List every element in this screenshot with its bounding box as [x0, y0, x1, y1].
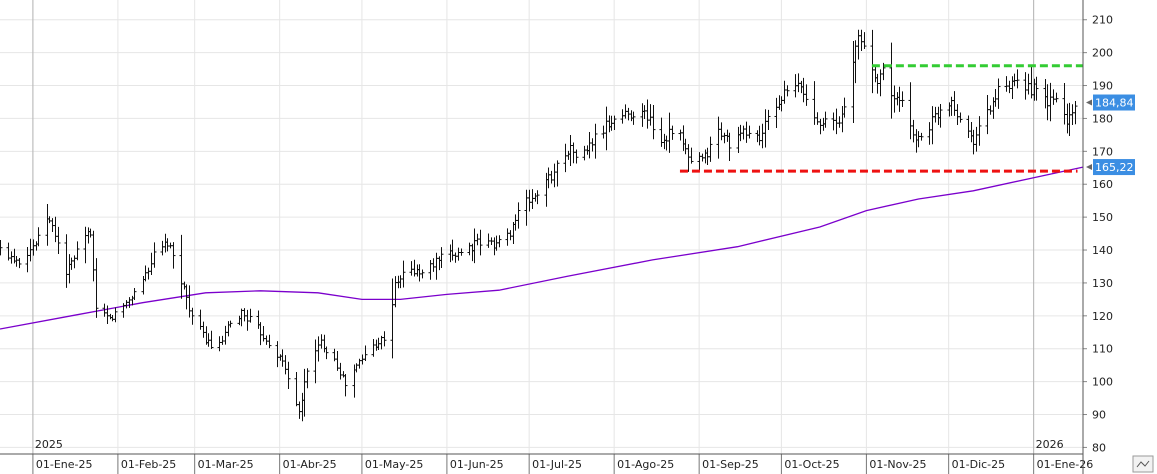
moving-average-value-label: 165,22	[1095, 161, 1134, 174]
y-tick-label: 180	[1092, 112, 1113, 125]
x-tick-label: 01-Feb-25	[121, 458, 176, 471]
y-tick-label: 130	[1092, 277, 1113, 290]
y-tick-label: 120	[1092, 310, 1113, 323]
last-price-label: 184,84	[1095, 97, 1134, 110]
x-tick-label: 01-May-25	[365, 458, 423, 471]
x-tick-label: 01-Sep-25	[702, 458, 759, 471]
moving-average-layer	[0, 166, 1084, 330]
last-price-badge	[1093, 94, 1135, 111]
x-tick-label: 01-Ene-26	[1037, 458, 1094, 471]
y-tick-label: 210	[1092, 14, 1113, 27]
y-tick-label: 170	[1092, 145, 1113, 158]
x-tick-label: 01-Mar-25	[198, 458, 254, 471]
y-tick-label: 90	[1092, 409, 1106, 422]
x-tick-label: 01-Jun-25	[450, 458, 504, 471]
y-tick-label: 140	[1092, 244, 1113, 257]
y-tick-label: 160	[1092, 178, 1113, 191]
x-tick-label: 01-Dic-25	[952, 458, 1006, 471]
y-tick-label: 80	[1092, 441, 1106, 454]
moving-average-value-pointer	[1086, 164, 1092, 171]
year-label: 2025	[35, 438, 63, 451]
y-tick-label: 150	[1092, 211, 1113, 224]
x-tick-label: 01-Jul-25	[532, 458, 582, 471]
moving-average-line	[0, 166, 1084, 330]
year-label: 2026	[1036, 438, 1064, 451]
last-price-pointer	[1086, 99, 1092, 106]
y-tick-label: 110	[1092, 343, 1113, 356]
y-tick-label: 100	[1092, 376, 1113, 389]
x-tick-label: 01-Abr-25	[283, 458, 337, 471]
x-tick-label: 01-Ago-25	[617, 458, 674, 471]
grid-layer	[0, 0, 1083, 454]
x-tick-label: 01-Ene-25	[36, 458, 93, 471]
zigzag-icon-glyph	[1136, 460, 1150, 468]
y-tick-label: 190	[1092, 80, 1113, 93]
moving-average-value-badge	[1093, 159, 1135, 176]
x-tick-label: 01-Oct-25	[784, 458, 839, 471]
y-tick-label: 200	[1092, 47, 1113, 60]
price-bars-layer	[0, 29, 1078, 422]
levels-layer	[679, 64, 1083, 173]
badge-layer: 184,84 165,22	[1086, 94, 1135, 176]
x-tick-label: 01-Nov-25	[869, 458, 926, 471]
